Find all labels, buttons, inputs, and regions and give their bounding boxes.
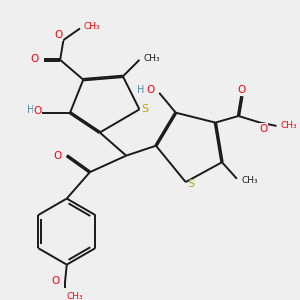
Text: O: O bbox=[30, 54, 38, 64]
Text: O: O bbox=[34, 106, 42, 116]
Text: CH₃: CH₃ bbox=[281, 122, 297, 130]
Text: H: H bbox=[137, 85, 145, 95]
Text: O: O bbox=[53, 151, 62, 160]
Text: O: O bbox=[237, 85, 245, 95]
Text: CH₃: CH₃ bbox=[67, 292, 83, 300]
Text: O: O bbox=[147, 85, 155, 94]
Text: S: S bbox=[141, 104, 148, 114]
Text: O: O bbox=[54, 30, 63, 40]
Text: CH₃: CH₃ bbox=[144, 54, 160, 63]
Text: H: H bbox=[27, 105, 34, 115]
Text: CH₃: CH₃ bbox=[241, 176, 258, 185]
Text: CH₃: CH₃ bbox=[83, 22, 100, 31]
Text: O: O bbox=[52, 276, 60, 286]
Text: O: O bbox=[259, 124, 267, 134]
Text: S: S bbox=[187, 179, 194, 189]
